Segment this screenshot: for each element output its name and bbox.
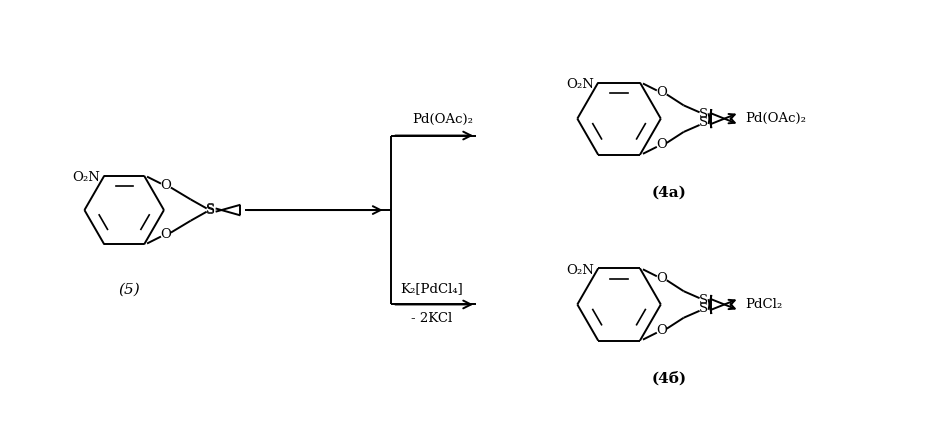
Text: S: S [206,204,215,217]
Text: O: O [656,272,667,285]
Text: O₂N: O₂N [73,171,100,184]
Text: S: S [699,108,708,121]
Text: (4a): (4a) [651,185,686,199]
Text: - 2KCl: - 2KCl [411,312,452,325]
Text: O: O [160,228,172,241]
Text: O: O [656,86,667,99]
Text: O: O [656,324,667,337]
Text: (5): (5) [118,282,140,297]
Text: S: S [699,293,708,307]
Text: (4б): (4б) [651,371,686,385]
Text: S: S [699,302,708,315]
Text: Pd(OAc)₂: Pd(OAc)₂ [745,112,806,125]
Text: O: O [160,179,172,192]
Text: S: S [206,203,215,216]
Text: PdCl₂: PdCl₂ [745,298,783,311]
Text: K₂[PdCl₄]: K₂[PdCl₄] [400,282,463,295]
Text: S: S [699,117,708,130]
Text: O₂N: O₂N [566,78,594,91]
Text: O: O [656,138,667,151]
Text: Pd(OAc)₂: Pd(OAc)₂ [413,113,474,126]
Text: O₂N: O₂N [566,264,594,277]
